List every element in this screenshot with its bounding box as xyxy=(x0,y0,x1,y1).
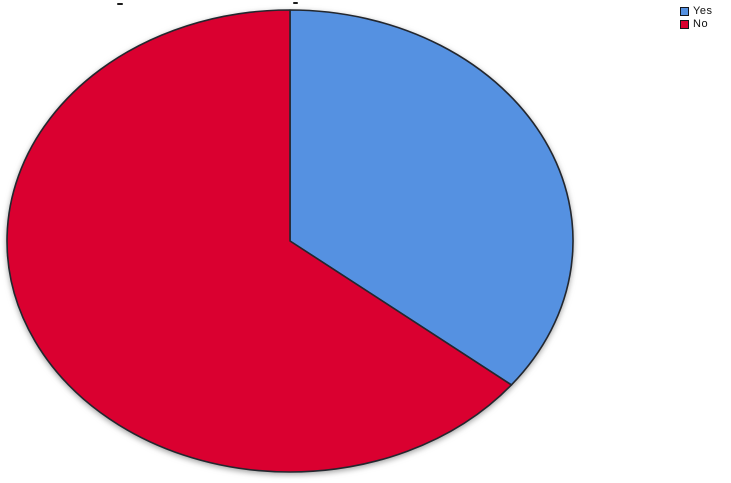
legend-label-no: No xyxy=(693,18,709,30)
legend: Yes No xyxy=(680,6,712,30)
legend-item-yes: Yes xyxy=(680,6,712,17)
stray-mark xyxy=(293,2,298,4)
legend-swatch-no-icon xyxy=(680,20,689,29)
pie-slice-no xyxy=(6,9,513,473)
legend-swatch-yes-icon xyxy=(680,7,689,16)
stray-mark xyxy=(117,3,123,5)
legend-label-yes: Yes xyxy=(693,5,713,17)
pie-slice-yes xyxy=(289,9,574,386)
legend-item-no: No xyxy=(680,19,712,30)
